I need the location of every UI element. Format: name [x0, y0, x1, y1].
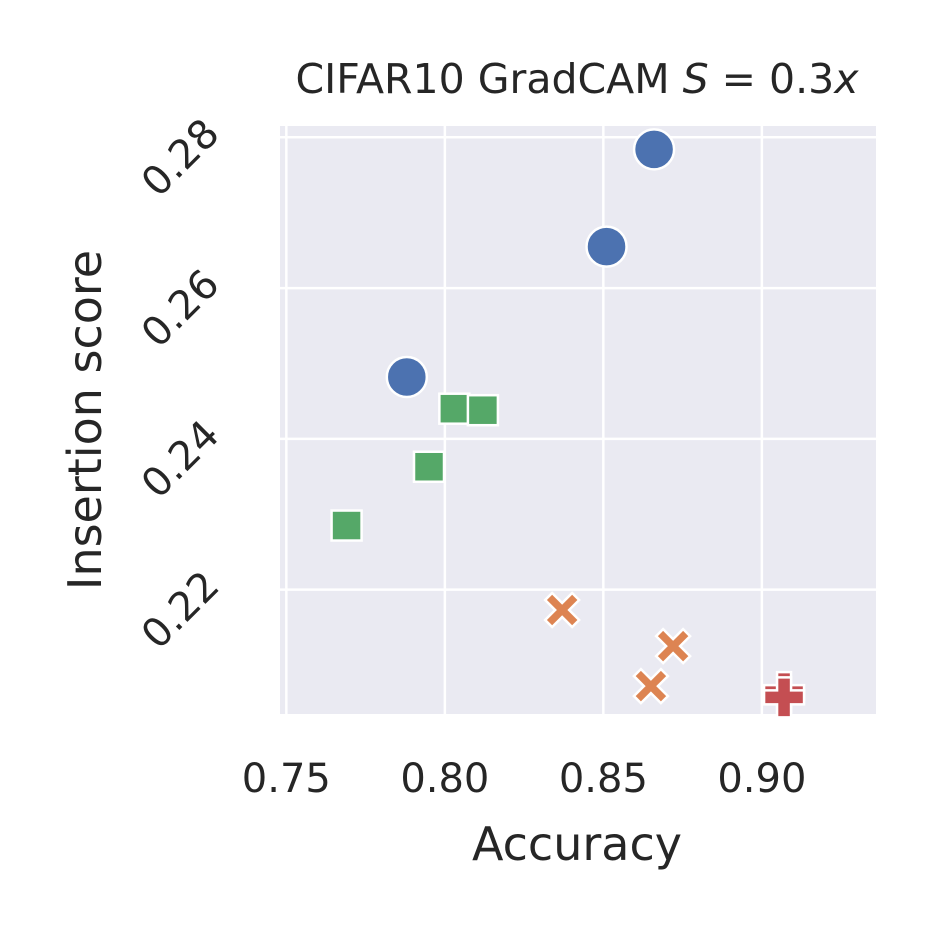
data-point-x — [654, 627, 692, 665]
x-tick-labels: 0.75 0.80 0.85 0.90 — [242, 756, 807, 802]
x-tick-label: 0.75 — [242, 756, 331, 802]
data-point-x — [543, 591, 581, 629]
x-tick-label: 0.85 — [559, 756, 648, 802]
grid — [280, 126, 876, 714]
y-tick-label: 0.24 — [133, 412, 229, 508]
data-point-circle — [385, 355, 429, 399]
y-tick-labels: 0.22 0.24 0.26 0.28 — [133, 110, 229, 658]
x-tick-label: 0.80 — [400, 756, 489, 802]
data-point-square — [438, 392, 471, 425]
data-point-x — [632, 667, 670, 705]
y-tick-label: 0.28 — [133, 110, 229, 206]
x-axis-label: Accuracy — [472, 817, 682, 871]
data-point-circle — [585, 225, 628, 268]
data-point-plus — [762, 676, 806, 719]
data-marks — [330, 128, 806, 719]
chart-title: CIFAR10 GradCAM S = 0.3x — [295, 55, 859, 103]
title-text: CIFAR10 GradCAM — [295, 55, 682, 103]
x-tick-label: 0.90 — [717, 756, 806, 802]
data-point-square — [330, 509, 363, 542]
y-tick-label: 0.26 — [133, 261, 229, 357]
title-var: S — [683, 55, 709, 103]
data-point-circle — [632, 128, 676, 171]
y-axis-label: Insertion score — [58, 250, 112, 590]
y-tick-label: 0.22 — [133, 563, 229, 659]
title-eq: = 0.3 — [709, 55, 835, 103]
title-var2: x — [832, 55, 859, 103]
plot-background — [280, 126, 876, 714]
data-point-square — [466, 393, 500, 427]
data-point-square — [412, 450, 446, 483]
